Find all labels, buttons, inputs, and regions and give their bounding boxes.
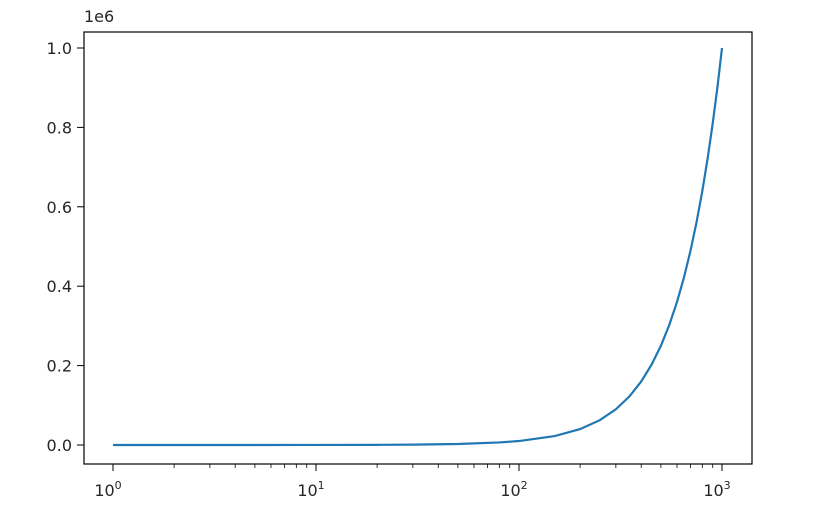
y-axis-offset-label: 1e6 bbox=[84, 7, 114, 26]
x-minor-ticks bbox=[173, 464, 714, 468]
series-line bbox=[112, 47, 724, 447]
y-ticks bbox=[77, 47, 84, 446]
y-tick-label: 0.0 bbox=[47, 436, 72, 455]
x-tick-label: 103 bbox=[703, 479, 730, 500]
y-tick-label: 1.0 bbox=[47, 39, 72, 58]
x-major-ticks bbox=[112, 464, 723, 471]
x-tick-label: 100 bbox=[94, 479, 121, 500]
y-tick-label: 0.6 bbox=[47, 198, 72, 217]
x-tick-label: 101 bbox=[297, 479, 324, 500]
x-tick-labels: 100 101 102 103 bbox=[94, 479, 730, 500]
plot-area bbox=[83, 31, 753, 465]
y-tick-label: 0.4 bbox=[47, 277, 72, 296]
y-tick-labels: 0.0 0.2 0.4 0.6 0.8 1.0 bbox=[47, 39, 72, 455]
y-tick-label: 0.2 bbox=[47, 357, 72, 376]
x-tick-label: 102 bbox=[500, 479, 527, 500]
axes-frame bbox=[83, 31, 753, 465]
y-tick-label: 0.8 bbox=[47, 118, 72, 137]
